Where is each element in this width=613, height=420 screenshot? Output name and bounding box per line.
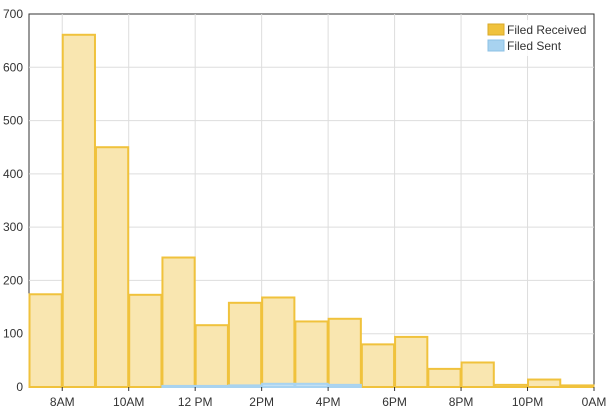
x-tick-label: 0AM <box>582 395 607 409</box>
bar-filed-received <box>161 256 196 388</box>
x-tick-label: 2PM <box>249 395 274 409</box>
legend-label-sent: Filed Sent <box>507 39 562 53</box>
legend-swatch-received <box>487 23 505 36</box>
bar-filed-sent <box>294 382 329 388</box>
bar-filed-received <box>360 343 396 388</box>
bar-filed-sent <box>161 384 196 389</box>
axes: 0 100 200 300 400 500 600 700 8AM 10AM 12 PM 2PM 4PM… <box>3 7 606 409</box>
y-tick-label: 700 <box>3 7 23 21</box>
bar-filed-received <box>493 383 529 388</box>
bar-filed-received <box>327 317 362 388</box>
y-tick-label: 200 <box>3 273 23 287</box>
bar-filed-received <box>61 33 96 388</box>
x-tick-label: 12 PM <box>178 395 213 409</box>
bar-filed-received <box>227 301 263 388</box>
x-tick-label: 6PM <box>382 395 407 409</box>
legend-label-received: Filed Received <box>507 23 586 37</box>
bars <box>28 33 595 389</box>
y-tick-label: 300 <box>3 220 23 234</box>
x-tick-label: 4PM <box>316 395 341 409</box>
x-tick-label: 8PM <box>449 395 474 409</box>
bar-filed-sent <box>227 384 263 388</box>
bar-filed-received <box>94 146 130 388</box>
y-tick-label: 0 <box>16 380 23 394</box>
bar-filed-sent <box>261 382 296 388</box>
bar-filed-received <box>28 293 63 389</box>
x-tick-label: 10PM <box>512 395 543 409</box>
y-tick-label: 500 <box>3 114 23 128</box>
bar-filed-received <box>128 293 163 388</box>
bar-filed-received <box>261 296 296 389</box>
y-tick-label: 400 <box>3 167 23 181</box>
x-tick-label: 8AM <box>50 395 75 409</box>
bar-filed-received <box>394 335 429 389</box>
legend: Filed Received Filed Sent <box>484 20 591 56</box>
bar-filed-received <box>194 324 229 388</box>
bar-filed-received <box>460 361 495 389</box>
bar-filed-sent <box>327 383 362 388</box>
y-tick-label: 600 <box>3 60 23 74</box>
legend-swatch-sent <box>487 39 505 52</box>
bar-filed-received <box>527 378 562 389</box>
bar-filed-received <box>294 320 329 388</box>
bar-filed-sent <box>194 384 229 389</box>
x-tick-label: 10AM <box>113 395 144 409</box>
y-tick-label: 100 <box>3 327 23 341</box>
bar-filed-received <box>560 384 595 388</box>
bar-filed-received <box>427 367 462 388</box>
